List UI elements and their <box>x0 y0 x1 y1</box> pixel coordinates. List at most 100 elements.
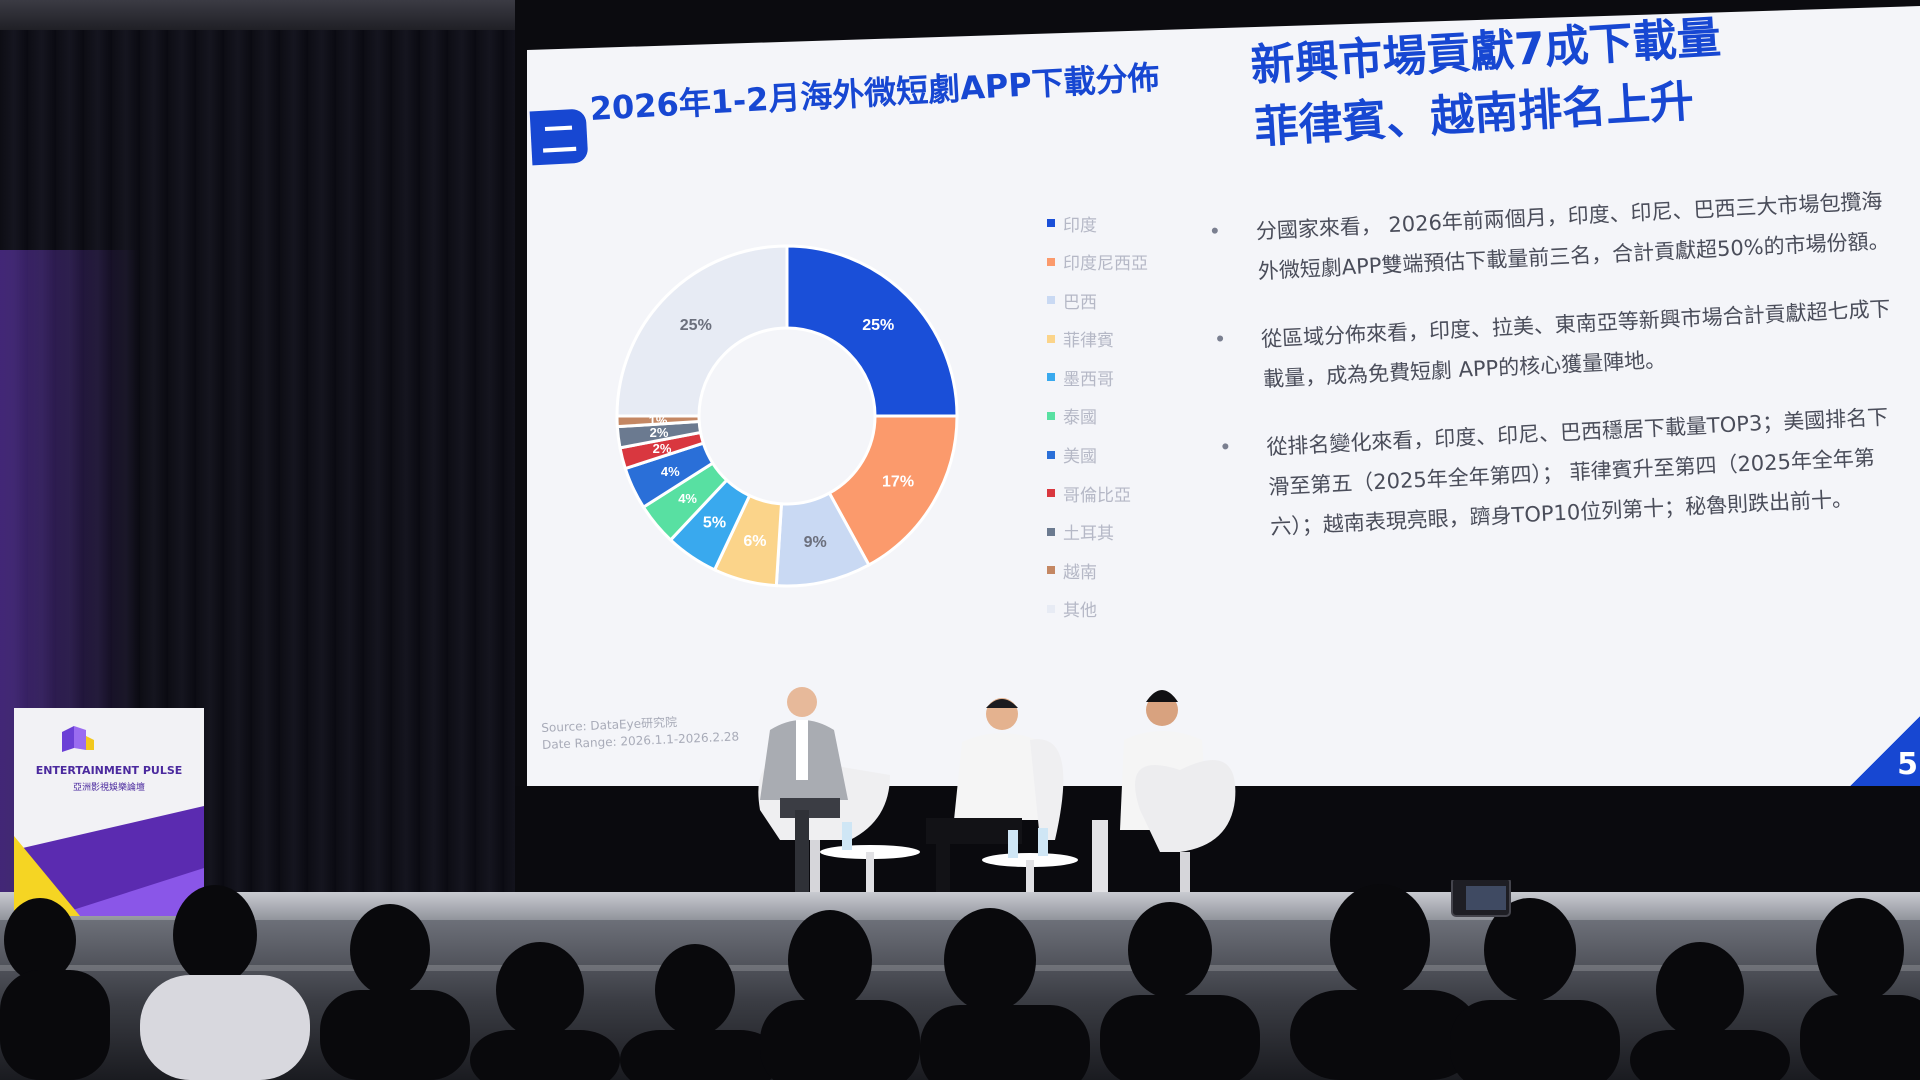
legend-item: 哥倫比亞 <box>1047 478 1197 508</box>
audience-body <box>0 970 110 1080</box>
section-badge: 二 <box>529 108 589 166</box>
chart-legend: 印度印度尼西亞巴西菲律賓墨西哥泰國美國哥倫比亞土耳其越南其他 <box>1047 208 1197 633</box>
chair-stem <box>810 840 820 915</box>
speaker-leg <box>795 810 809 905</box>
podium-subtitle: 亞洲影視娛樂論壇 <box>72 783 145 793</box>
page-corner-decoration <box>1850 716 1920 786</box>
stage-floor <box>0 892 1920 922</box>
speaker-hair <box>986 699 1018 708</box>
legend-item: 土耳其 <box>1047 517 1197 547</box>
legend-swatch <box>1047 219 1055 227</box>
audience-body <box>920 1005 1090 1080</box>
water-bottle <box>842 822 852 850</box>
audience-head <box>1128 902 1212 998</box>
chair-stem <box>1180 852 1190 912</box>
slice-label: 6% <box>743 533 766 550</box>
phone-display <box>1466 886 1506 910</box>
legend-item: 印度尼西亞 <box>1047 247 1197 277</box>
legend-swatch <box>1047 604 1055 613</box>
audience-body <box>1290 990 1480 1080</box>
legend-item: 美國 <box>1047 440 1197 470</box>
audience-body <box>1800 995 1920 1080</box>
legend-label: 其他 <box>1063 601 1097 622</box>
bullet-text: 從區域分佈來看，印度、拉美、東南亞等新興市場合計貢獻超七成下載量，成為免費短劇 … <box>1260 296 1892 392</box>
legend-item: 印度 <box>1047 208 1197 238</box>
podium-brand: ENTERTAINMENT PULSE <box>35 764 183 777</box>
legend-item: 其他 <box>1047 594 1197 624</box>
bullet-text: 分國家來看， 2026年前兩個月，印度、印尼、巴西三大市場包攬海外微短劇APP雙… <box>1255 189 1891 284</box>
legend-swatch <box>1047 411 1055 420</box>
audience-head <box>788 910 872 1010</box>
bullet-dot <box>1211 227 1218 234</box>
legend-swatch <box>1047 296 1055 305</box>
table-stem <box>866 852 874 914</box>
speaker-legs <box>780 798 840 818</box>
audience-head <box>173 885 257 985</box>
speaker-leg <box>1092 820 1108 906</box>
audience-body <box>320 990 470 1080</box>
water-bottle <box>1008 830 1018 858</box>
slice-label: 25% <box>862 317 894 334</box>
slice-label: 25% <box>680 317 712 334</box>
audience-body <box>140 975 310 1080</box>
legend-label: 泰國 <box>1063 408 1097 429</box>
legend-item: 菲律賓 <box>1047 324 1197 354</box>
audience-body <box>1100 995 1260 1080</box>
legend-swatch <box>1047 527 1055 536</box>
legend-swatch <box>1047 373 1055 382</box>
legend-item: 巴西 <box>1047 285 1197 315</box>
legend-label: 哥倫比亞 <box>1063 485 1131 506</box>
audience-body <box>1630 1030 1790 1080</box>
bullet-item: 從排名變化來看，印度、印尼、巴西穩居下載量TOP3；美國排名下滑至第五（2025… <box>1218 396 1913 550</box>
legend-label: 巴西 <box>1063 292 1097 313</box>
legend-swatch <box>1047 450 1055 459</box>
legend-label: 印度 <box>1063 215 1097 236</box>
source-note: Source: DataEye研究院 Date Range: 2026.1.1-… <box>541 711 740 754</box>
slice-label: 17% <box>882 474 914 491</box>
slice-label: 2% <box>650 425 669 440</box>
legend-label: 越南 <box>1063 562 1097 583</box>
legend-item: 墨西哥 <box>1047 362 1197 392</box>
legend-label: 印度尼西亞 <box>1063 254 1148 275</box>
audience-body <box>1450 1000 1620 1080</box>
speaker-hair <box>1146 690 1178 702</box>
audience-head <box>1816 898 1904 1002</box>
bullet-dot <box>1222 443 1229 450</box>
donut-slice <box>615 244 789 418</box>
audience-head <box>655 944 735 1036</box>
legend-swatch <box>1047 566 1055 575</box>
podium: ENTERTAINMENT PULSE 亞洲影視娛樂論壇 <box>14 708 204 916</box>
slide-title: 2026年1-2月海外微短劇APP下載分佈 <box>588 58 1161 129</box>
audience-head <box>1656 942 1744 1038</box>
legend-swatch <box>1047 489 1055 498</box>
slice-label: 2% <box>653 441 672 456</box>
audience-body <box>760 1000 920 1080</box>
audience-body <box>620 1030 780 1080</box>
bullet-item: 從區域分佈來看，印度、拉美、東南亞等新興市場合計貢獻超七成下載量，成為免費短劇 … <box>1212 288 1905 402</box>
bullet-dot <box>1216 335 1224 342</box>
audience-head <box>496 942 584 1038</box>
bullet-item: 分國家來看， 2026年前兩個月，印度、印尼、巴西三大市場包攬海外微短劇APP雙… <box>1207 180 1900 294</box>
entertainment-pulse-logo <box>62 726 94 752</box>
slice-label: 4% <box>678 491 697 506</box>
speaker-tshirt <box>954 733 1050 820</box>
speaker-leg <box>936 830 950 910</box>
legend-swatch <box>1047 257 1055 266</box>
table-stem <box>1026 860 1034 916</box>
slice-label: 4% <box>661 464 680 479</box>
donut-chart: 25%17%9%6%5%4%4%2%2%1%25% <box>615 244 959 588</box>
legend-label: 菲律賓 <box>1063 331 1114 352</box>
slide-headline: 新興市場貢獻7成下載量 菲律賓、越南排名上升 <box>1249 6 1895 160</box>
donut-slice <box>785 244 959 418</box>
audience-body <box>470 1030 620 1080</box>
slice-label: 5% <box>703 515 726 532</box>
audience <box>0 880 1920 1080</box>
audience-head <box>4 898 76 982</box>
audience-head <box>944 908 1036 1012</box>
audience-head <box>1330 884 1430 996</box>
audience-head <box>350 904 430 996</box>
legend-label: 土耳其 <box>1063 524 1114 545</box>
legend-item: 越南 <box>1047 555 1197 585</box>
bullet-text: 從排名變化來看，印度、印尼、巴西穩居下載量TOP3；美國排名下滑至第五（2025… <box>1265 404 1889 540</box>
